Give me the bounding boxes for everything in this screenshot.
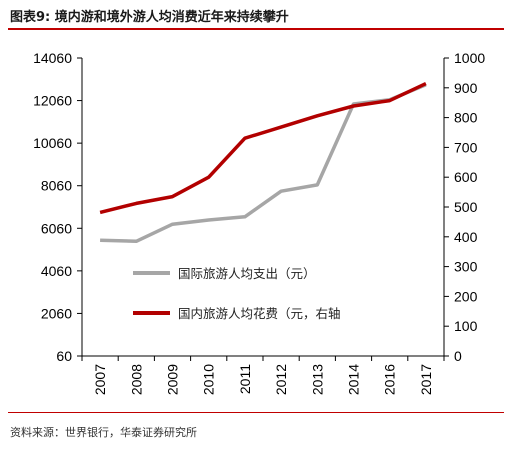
source-note: 资料来源：世界银行，华泰证券研究所 [10, 426, 197, 439]
chart-title: 图表9: 境内游和境外游人均消费近年来持续攀升 [10, 10, 289, 25]
x-tick-label: 2009 [165, 364, 181, 395]
x-tick-label: 2016 [382, 364, 398, 395]
right-tick-label: 600 [454, 169, 478, 185]
x-tick-label: 2012 [273, 364, 289, 395]
source-rule [8, 412, 504, 413]
left-tick-label: 4060 [41, 263, 72, 279]
left-tick-label: 6060 [41, 220, 72, 236]
right-tick-label: 100 [454, 318, 478, 334]
left-tick-label: 14060 [33, 50, 72, 66]
right-tick-label: 800 [454, 110, 478, 126]
right-tick-label: 500 [454, 199, 478, 215]
series-lines [99, 82, 427, 244]
right-axis-ticks: 0 100 200 300 400 500 600 700 800 900 1000 [444, 50, 485, 364]
x-axis-ticks: 2007 2008 2009 2010 2011 2012 2013 2014 2016 2017 [81, 356, 445, 395]
right-tick-label: 0 [454, 348, 462, 364]
x-tick-label: 2017 [418, 364, 434, 395]
left-tick-label: 12060 [33, 93, 72, 109]
right-tick-label: 1000 [454, 50, 485, 66]
series-line-international [100, 83, 427, 244]
legend-label: 国际旅游人均支出（元） [178, 266, 316, 281]
legend-label: 国内旅游人均花费（元，右轴 [178, 306, 341, 321]
x-tick-label: 2008 [128, 364, 144, 395]
x-tick-label: 2010 [201, 364, 217, 395]
right-tick-label: 900 [454, 80, 478, 96]
series-line-domestic [99, 82, 427, 215]
right-tick-label: 400 [454, 229, 478, 245]
x-tick-label: 2014 [346, 364, 362, 395]
x-tick-label: 2013 [309, 364, 325, 395]
left-axis-ticks: 60 2060 4060 6060 8060 10060 12060 14060 [33, 50, 82, 364]
left-tick-label: 10060 [33, 135, 72, 151]
right-tick-label: 300 [454, 259, 478, 275]
left-tick-label: 2060 [41, 305, 72, 321]
left-tick-label: 8060 [41, 178, 72, 194]
left-tick-label: 60 [56, 348, 72, 364]
right-tick-label: 200 [454, 288, 478, 304]
x-tick-label: 2007 [92, 364, 108, 395]
legend: 国际旅游人均支出（元） 国内旅游人均花费（元，右轴 [133, 266, 341, 321]
title-rule [8, 28, 504, 30]
x-tick-label: 2011 [237, 364, 253, 394]
right-tick-label: 700 [454, 139, 478, 155]
